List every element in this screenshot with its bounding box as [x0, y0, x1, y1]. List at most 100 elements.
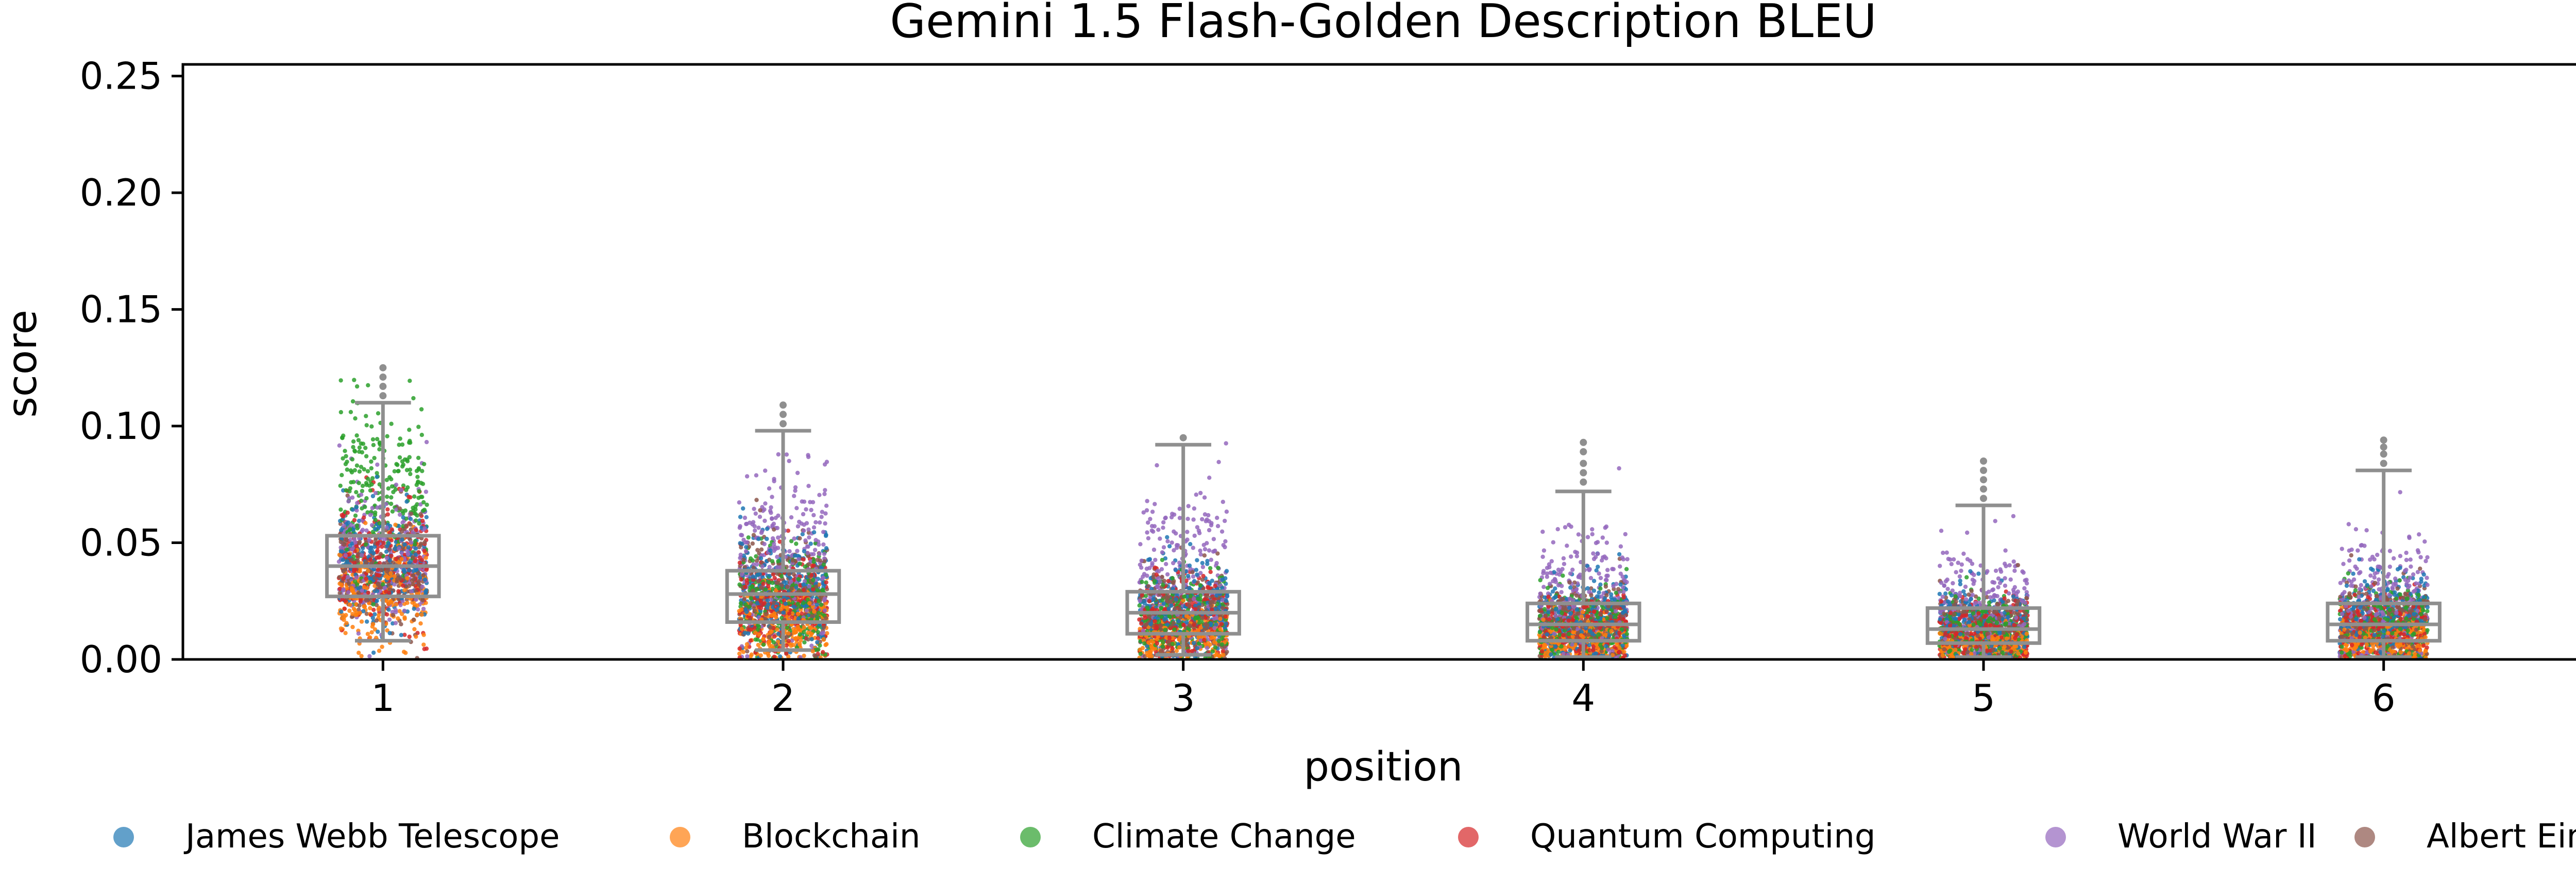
data-point — [797, 519, 802, 524]
data-point — [763, 501, 768, 506]
data-point — [1618, 544, 1623, 549]
data-point — [1198, 552, 1203, 557]
data-point — [806, 484, 811, 488]
data-point — [1541, 585, 1546, 589]
data-point — [342, 606, 347, 611]
data-point — [399, 633, 403, 637]
data-point — [741, 650, 746, 654]
data-point — [420, 518, 425, 523]
chart-title: Gemini 1.5 Flash-Golden Description BLEU — [890, 0, 1877, 48]
data-point — [742, 515, 748, 520]
data-point — [1150, 510, 1155, 514]
data-point — [377, 649, 382, 653]
data-point — [1598, 586, 1603, 591]
data-point — [819, 515, 824, 519]
data-point — [347, 608, 352, 613]
data-point — [806, 527, 811, 532]
data-point — [2008, 577, 2013, 582]
data-point — [1949, 562, 1954, 567]
data-point — [1623, 532, 1628, 537]
data-point — [1205, 646, 1210, 650]
data-point — [1151, 547, 1157, 552]
data-point — [407, 634, 412, 639]
data-point — [1142, 599, 1147, 603]
data-point — [338, 483, 343, 488]
data-point — [2338, 581, 2343, 585]
data-point — [2353, 527, 2359, 532]
data-point — [1195, 558, 1199, 563]
data-point — [769, 505, 773, 510]
data-point — [2003, 548, 2008, 553]
data-point — [412, 494, 417, 499]
data-point — [1209, 557, 1213, 562]
data-point — [1569, 554, 1573, 559]
data-point — [1160, 550, 1165, 555]
data-point — [1949, 593, 1954, 598]
data-point — [2353, 584, 2358, 589]
data-point — [801, 512, 806, 517]
data-point — [1215, 524, 1221, 529]
data-point — [1216, 460, 1221, 464]
data-point — [2368, 573, 2373, 578]
data-point — [2397, 578, 2402, 583]
data-point — [2357, 557, 2362, 562]
data-point — [789, 539, 794, 544]
data-point — [2024, 590, 2029, 595]
data-point — [2351, 571, 2355, 576]
data-point — [753, 528, 757, 533]
data-point — [372, 455, 377, 461]
data-point — [765, 527, 770, 531]
data-point — [798, 536, 802, 541]
data-point — [738, 515, 743, 519]
data-point — [385, 434, 389, 438]
data-point — [824, 546, 829, 551]
data-point — [369, 466, 374, 471]
data-point — [2352, 592, 2357, 597]
data-point — [1219, 529, 1225, 534]
data-point — [369, 424, 374, 429]
data-point — [408, 379, 412, 383]
data-point — [396, 589, 401, 593]
data-point — [824, 503, 829, 508]
data-point — [2362, 579, 2367, 584]
data-point — [771, 521, 776, 526]
data-point — [1540, 530, 1545, 534]
data-point — [1202, 495, 1207, 500]
data-point — [370, 437, 376, 442]
data-point — [412, 627, 417, 632]
data-point — [1185, 573, 1191, 579]
data-point — [1567, 580, 1572, 585]
data-point — [350, 399, 355, 404]
data-point — [337, 443, 342, 448]
data-point — [411, 617, 416, 622]
data-point — [765, 536, 769, 541]
data-point — [389, 421, 394, 426]
data-point — [767, 565, 772, 569]
data-point — [821, 542, 826, 547]
data-point — [357, 469, 362, 474]
data-point — [2411, 572, 2416, 577]
data-point — [762, 518, 767, 523]
data-point — [1185, 530, 1190, 534]
data-point — [371, 650, 376, 655]
data-point — [384, 612, 389, 617]
data-point — [1538, 591, 1543, 596]
data-point — [385, 507, 390, 512]
data-point — [1997, 581, 2003, 585]
data-point — [1165, 572, 1170, 577]
data-point — [397, 455, 402, 460]
data-point — [823, 488, 827, 493]
data-point — [1563, 525, 1568, 530]
data-point — [2398, 566, 2402, 570]
data-point — [357, 518, 362, 523]
data-point — [1145, 499, 1149, 503]
data-point — [364, 414, 368, 418]
data-point — [405, 601, 410, 605]
data-point — [2404, 557, 2409, 563]
data-point — [1198, 548, 1202, 553]
data-point — [807, 535, 811, 540]
data-point — [366, 383, 370, 387]
data-point — [1956, 561, 1960, 565]
data-point — [1585, 535, 1590, 539]
